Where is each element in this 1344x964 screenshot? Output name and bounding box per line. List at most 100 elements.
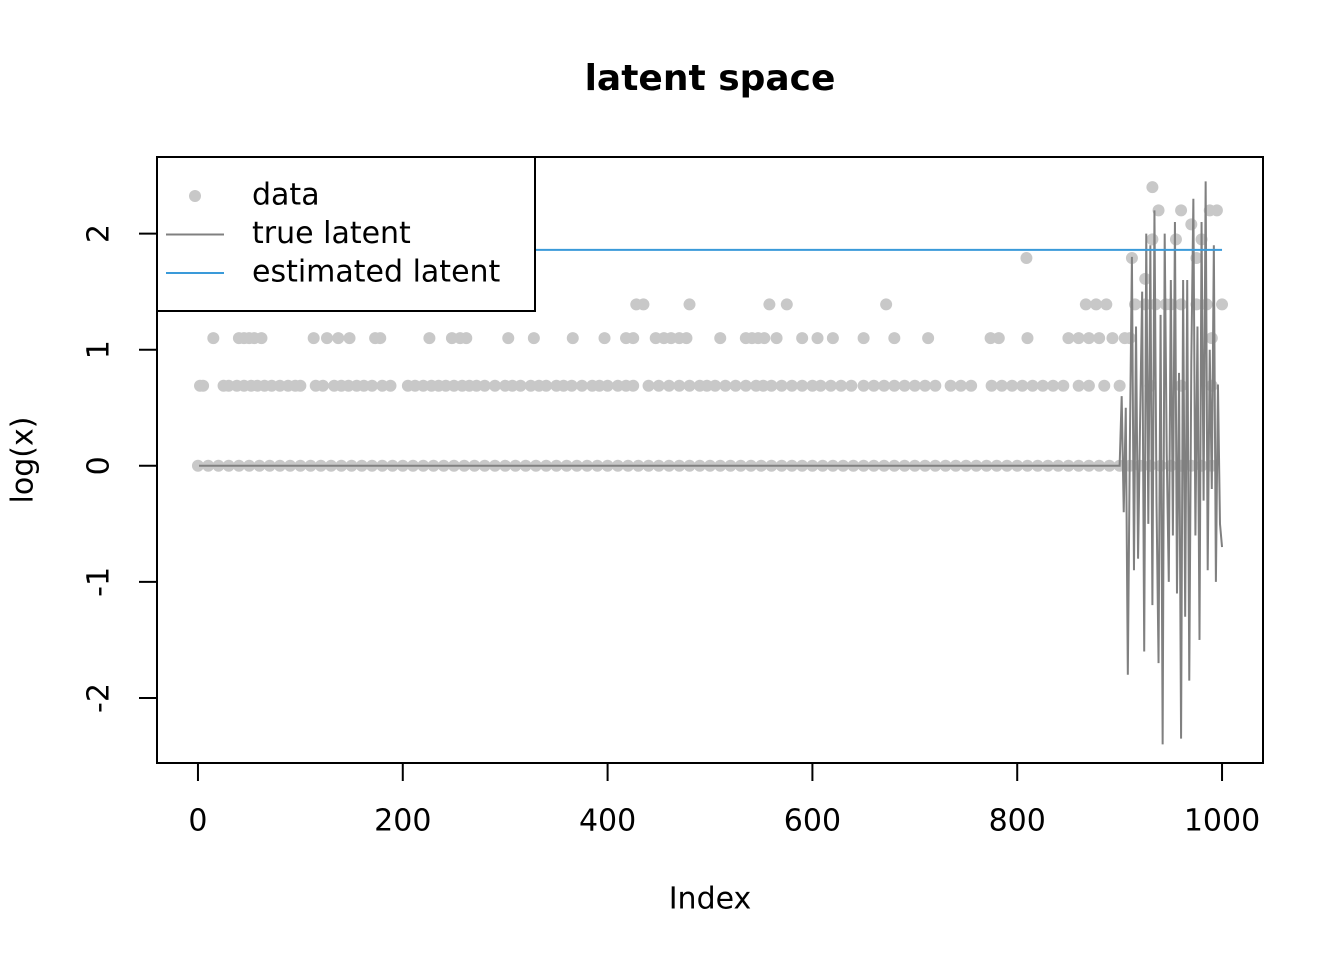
data-point <box>514 379 527 392</box>
x-tick-label: 1000 <box>1184 804 1260 839</box>
data-point <box>316 379 329 392</box>
data-point <box>878 379 891 392</box>
data-point <box>888 332 901 345</box>
data-point <box>307 332 320 345</box>
data-point <box>857 332 870 345</box>
data-point <box>1036 379 1049 392</box>
data-point <box>922 332 935 345</box>
data-point <box>374 332 387 345</box>
data-point <box>1175 298 1188 311</box>
data-point <box>566 332 579 345</box>
data-point <box>1144 459 1157 472</box>
data-point <box>811 332 824 345</box>
data-point <box>1082 379 1095 392</box>
x-tick-label: 600 <box>784 804 841 839</box>
data-point <box>565 379 578 392</box>
data-point <box>642 379 655 392</box>
data-point <box>857 379 870 392</box>
data-point <box>845 379 858 392</box>
data-point <box>763 298 776 311</box>
data-point <box>683 298 696 311</box>
data-point <box>663 379 676 392</box>
data-point <box>673 379 686 392</box>
data-point <box>880 298 893 311</box>
data-point <box>680 332 693 345</box>
data-point <box>1020 252 1033 264</box>
data-point <box>460 332 473 345</box>
data-point <box>719 379 732 392</box>
legend-label: true latent <box>252 216 411 251</box>
y-tick-label: -1 <box>82 567 117 597</box>
data-point <box>739 379 752 392</box>
data-point <box>995 379 1008 392</box>
legend-symbol <box>189 190 201 202</box>
data-point <box>714 332 727 345</box>
data-point <box>1057 379 1070 392</box>
data-point <box>575 379 588 392</box>
data-point <box>824 379 837 392</box>
data-point <box>627 332 640 345</box>
data-point <box>965 379 978 392</box>
data-point <box>898 379 911 392</box>
data-point <box>709 379 722 392</box>
data-point <box>814 379 827 392</box>
data-point <box>320 332 333 345</box>
data-point <box>197 379 210 392</box>
data-point <box>527 332 540 345</box>
data-point <box>1082 332 1095 345</box>
data-point <box>758 332 771 345</box>
data-point <box>1185 218 1198 231</box>
data-point <box>343 332 356 345</box>
chart-title: latent space <box>585 58 836 99</box>
data-point <box>826 332 839 345</box>
y-tick-label: 2 <box>82 224 117 243</box>
data-point <box>1210 204 1223 217</box>
data-point <box>1146 181 1159 194</box>
data-point <box>1152 204 1165 217</box>
line-series <box>198 181 1224 745</box>
x-tick-label: 800 <box>989 804 1046 839</box>
data-point <box>985 379 998 392</box>
data-point <box>366 379 379 392</box>
data-point <box>598 332 611 345</box>
data-point <box>765 379 778 392</box>
data-point <box>785 379 798 392</box>
data-point <box>1146 233 1159 246</box>
data-point <box>423 332 436 345</box>
data-point <box>954 379 967 392</box>
x-tick-label: 200 <box>374 804 431 839</box>
data-point <box>1123 332 1136 345</box>
data-point <box>780 298 793 311</box>
data-point <box>1106 332 1119 345</box>
data-point <box>1090 298 1103 311</box>
data-point <box>1093 332 1106 345</box>
data-point <box>775 379 788 392</box>
data-point <box>637 298 650 311</box>
plot-frame <box>156 156 1264 764</box>
data-point <box>1072 332 1085 345</box>
plot-area <box>191 181 1229 745</box>
data-point <box>1062 332 1075 345</box>
data-point <box>888 379 901 392</box>
data-point <box>683 379 696 392</box>
y-tick-label: 0 <box>82 456 117 475</box>
data-point <box>1026 379 1039 392</box>
data-point <box>929 379 942 392</box>
data-point <box>1216 298 1229 311</box>
x-axis-label: Index <box>669 882 752 917</box>
data-point <box>191 459 204 472</box>
data-point <box>1113 379 1126 392</box>
y-tick-label: -2 <box>82 683 117 713</box>
data-point <box>294 379 307 392</box>
data-point <box>1079 298 1092 311</box>
data-point <box>1021 332 1034 345</box>
data-point <box>478 379 491 392</box>
y-tick-label: 1 <box>82 340 117 359</box>
data-point <box>1175 379 1188 392</box>
data-point <box>908 379 921 392</box>
data-point <box>1100 298 1113 311</box>
data-point <box>488 379 501 392</box>
legend-label: data <box>252 178 320 213</box>
